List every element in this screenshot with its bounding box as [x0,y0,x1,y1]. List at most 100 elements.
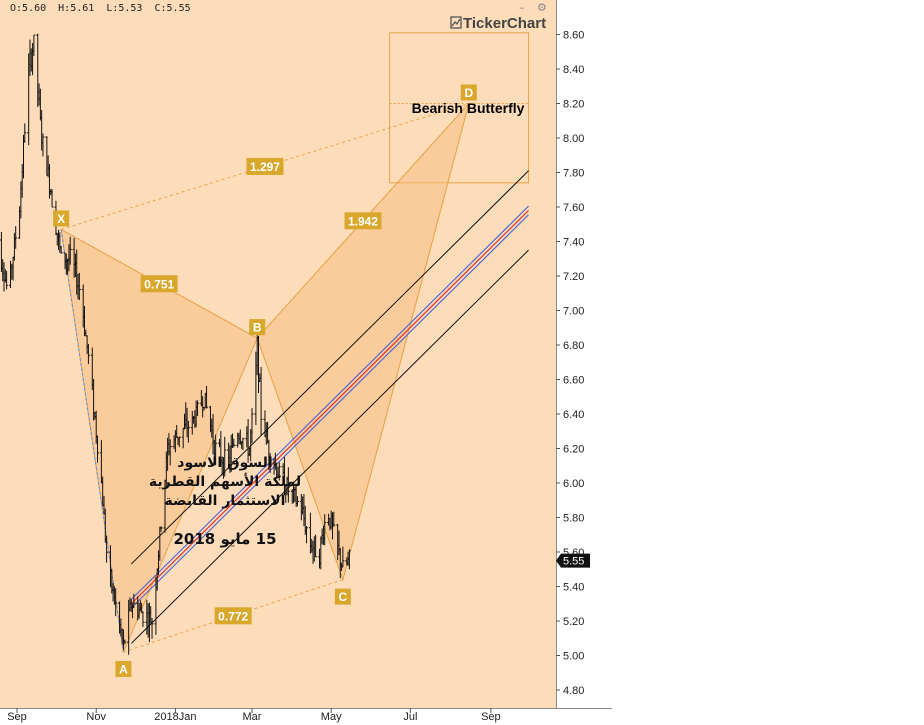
ohlc-bar [268,453,272,473]
point-label-b: B [253,321,262,335]
ohlc-bar [32,34,36,56]
ohlc-bar [186,420,190,443]
channel-line [130,214,529,609]
price-tick-label: 5.80 [563,513,584,525]
ohlc-bar [214,434,218,466]
time-tick-label: Sep [481,711,501,723]
time-tick-label: Sep [7,711,27,723]
price-bars-group [0,33,351,655]
leg-bc [256,337,344,580]
ohlc-bar [14,226,18,249]
price-axis-panel[interactable] [556,0,612,708]
ohlc-bar [105,535,109,563]
price-tick-label: 7.40 [563,237,584,249]
leg-cd [342,103,470,580]
ratio-label-box [246,157,284,175]
ohlc-bar [168,439,172,466]
ohlc-bar [150,618,154,639]
ohlc-bar [159,526,163,532]
brand-logo: TickerChart [450,15,546,32]
time-axis[interactable]: Sep Nov 2018Jan Mar May Jul Sep [7,708,501,723]
ohlc-bar [114,588,118,617]
ohlc-bar [5,270,9,290]
ohlc-bar [332,511,336,527]
point-label-box [249,319,266,336]
price-tick-label: 8.20 [563,99,584,111]
price-axis[interactable]: 4.805.005.205.405.605.806.006.206.406.60… [556,30,584,698]
ohlc-bar [277,462,281,481]
ratio-label: 1.942 [348,214,378,228]
chart-logo-icon [450,16,462,29]
ratio-line [60,103,469,230]
target-zone-group [389,32,530,184]
time-tick-label: Mar [243,711,262,723]
price-tick-label: 6.40 [563,409,584,421]
ohlc-bar [141,611,145,628]
price-tick-label: 8.00 [563,133,584,145]
minimize-icon[interactable]: – [519,1,525,14]
point-label-box [334,588,351,605]
ohlc-bar [132,593,136,608]
time-tick-label: Nov [86,711,106,723]
price-tick-label: 6.00 [563,478,584,490]
last-price-value: 5.55 [563,556,584,568]
ohlc-bar [259,366,263,436]
price-tick-label: 5.40 [563,582,584,594]
last-price-box [556,553,590,568]
price-tick-label: 5.00 [563,651,584,663]
last-price-marker: 5.55 [556,553,590,568]
price-tick-label: 5.20 [563,616,584,628]
price-tick-label: 7.80 [563,168,584,180]
price-tick-label: 6.20 [563,444,584,456]
ratio-label-box [214,607,252,625]
pattern-labels-group: X A B C D 0.751 1.297 1.942 0.772 [53,84,477,678]
ohlc-bar [341,546,345,568]
point-label-d: D [464,86,473,100]
ohlc-bar [59,245,63,254]
ohlc-bar [295,496,299,507]
ohlc-bar [286,467,290,503]
annotation-line-1: السوق الاسود [177,455,272,471]
price-tick-label: 7.60 [563,202,584,214]
point-label-c: C [339,590,348,604]
ohlc-bar [232,438,236,448]
point-label-box [115,661,132,678]
ratio-line [60,228,258,339]
ohlc-bar [86,344,90,365]
ohlc-bar [50,189,54,208]
regression-channel-group [130,170,529,644]
ratio-label: 0.751 [144,277,174,291]
arabic-annotation: السوق الاسود لملكة الأسهم القطرية الاستث… [149,455,301,548]
time-tick-label: May [321,711,342,723]
leg-xa [60,229,124,653]
price-tick-label: 8.40 [563,64,584,76]
ratio-label-box [140,275,178,293]
channel-line [130,205,529,600]
pattern-name: Bearish Butterfly [412,100,525,116]
price-tick-label: 8.60 [563,30,584,42]
ohlc-bar [305,526,309,544]
ohlc-bar [250,408,254,443]
channel-line [130,210,529,605]
ohlc-bar [68,236,72,265]
ratio-label: 1.297 [250,160,280,174]
ohlc-bar [223,436,227,477]
settings-icon[interactable]: ⚙ [537,1,547,14]
ohlc-bar [41,133,45,157]
ohlc-bar [95,435,99,463]
point-label-box [460,84,477,101]
price-tick-label: 4.80 [563,685,584,697]
ratio-label: 0.772 [218,609,248,623]
ohlc-bar [77,272,81,301]
channel-line [130,249,529,644]
ohlc-bar [23,123,27,143]
ohlc-bar [177,436,181,448]
ohlc-bar [205,385,209,409]
point-label-a: A [119,663,128,677]
ohlc-bar [123,639,127,645]
price-tick-label: 6.60 [563,375,584,387]
leg-ab [123,337,258,653]
time-axis-panel[interactable] [0,708,612,725]
